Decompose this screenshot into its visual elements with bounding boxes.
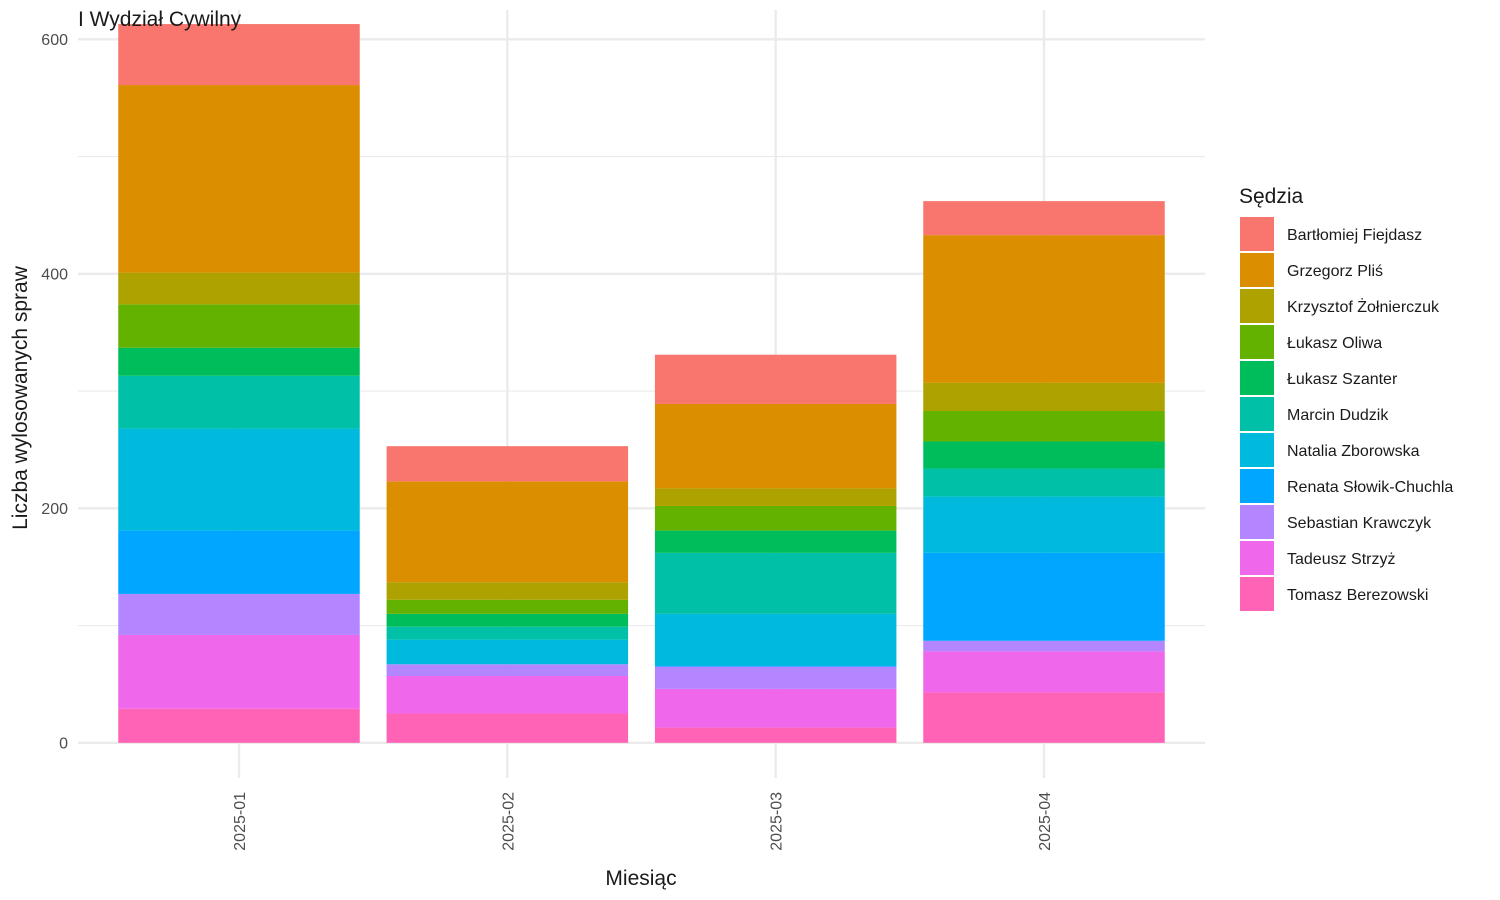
- bar-segment: [118, 428, 360, 531]
- bar-segment: [118, 375, 360, 429]
- legend-label: Tadeusz Strzyż: [1287, 551, 1395, 568]
- bar-segment: [118, 272, 360, 305]
- bar-segment: [386, 481, 629, 583]
- legend-label: Tomasz Berezowski: [1287, 587, 1428, 604]
- x-axis-ticks: 2025-01 2025-02 2025-03 2025-04: [232, 792, 1054, 851]
- x-axis-title: Miesiąc: [605, 867, 676, 890]
- bar-segment: [923, 468, 1165, 497]
- x-tick-label: 2025-02: [500, 792, 517, 851]
- y-tick-label: 600: [41, 32, 68, 49]
- legend-items: Bartłomiej Fiejdasz Grzegorz Pliś Krzyszto…: [1240, 217, 1453, 611]
- y-tick-label: 400: [41, 266, 68, 283]
- bar-segment: [118, 347, 360, 376]
- legend-key: [1240, 541, 1274, 575]
- legend-key: [1240, 505, 1274, 539]
- bar-segment: [386, 639, 629, 665]
- bar-segment: [923, 201, 1165, 236]
- bar-segment: [654, 530, 897, 553]
- bar-segment: [923, 411, 1165, 442]
- bar-segment: [654, 665, 897, 667]
- bar-segment: [923, 692, 1165, 743]
- bar-segment: [654, 488, 897, 506]
- bar-segment: [654, 688, 897, 728]
- legend-label: Krzysztof Żołnierczuk: [1287, 297, 1440, 316]
- bar-segment: [386, 613, 629, 627]
- x-tick-label: 2025-01: [232, 792, 249, 851]
- bar-segment: [386, 713, 629, 743]
- bar-segment: [923, 552, 1165, 641]
- bar-segment: [118, 530, 360, 594]
- bar-segment: [654, 354, 897, 404]
- bar-segment: [923, 441, 1165, 469]
- legend-key: [1240, 253, 1274, 287]
- x-tick-label: 2025-04: [1037, 792, 1054, 851]
- bar-segment: [923, 651, 1165, 693]
- bar-segment: [118, 708, 360, 743]
- y-tick-label: 200: [41, 501, 68, 518]
- bar-segment: [923, 382, 1165, 412]
- bar-segment: [118, 593, 360, 635]
- bar-segment: [654, 505, 897, 531]
- legend-key: [1240, 325, 1274, 359]
- y-tick-label: 0: [59, 735, 68, 752]
- bar-segment: [654, 666, 897, 689]
- legend-label: Łukasz Oliwa: [1287, 335, 1382, 352]
- bar-segment: [923, 640, 1165, 652]
- bar-segment: [118, 24, 360, 86]
- bar-segment: [386, 664, 629, 676]
- legend-label: Grzegorz Pliś: [1287, 263, 1383, 280]
- bar-segment: [386, 626, 629, 640]
- bar-segment: [118, 634, 360, 709]
- bar-segment: [923, 496, 1165, 553]
- bar-segment: [118, 304, 360, 348]
- legend-key: [1240, 217, 1274, 251]
- legend: Sędzia Bartłomiej Fiejdasz Grzegorz Pliś K…: [1239, 185, 1453, 611]
- legend-key: [1240, 577, 1274, 611]
- bar-segment: [386, 582, 629, 600]
- y-axis-ticks: 0 200 400 600: [41, 32, 68, 753]
- bar-segment: [386, 446, 629, 482]
- bar-segment: [654, 727, 897, 743]
- y-axis-title: Liczba wylosowanych spraw: [9, 265, 32, 530]
- legend-label: Renata Słowik-Chuchla: [1287, 479, 1453, 496]
- legend-label: Łukasz Szanter: [1287, 371, 1398, 388]
- legend-label: Marcin Dudzik: [1287, 407, 1389, 424]
- legend-key: [1240, 361, 1274, 395]
- legend-label: Bartłomiej Fiejdasz: [1287, 227, 1422, 244]
- legend-title: Sędzia: [1239, 185, 1304, 208]
- bar-segment: [654, 613, 897, 666]
- legend-label: Sebastian Krawczyk: [1287, 515, 1432, 532]
- legend-label: Natalia Zborowska: [1287, 443, 1420, 460]
- bars: [118, 24, 1165, 743]
- bar-segment: [386, 675, 629, 714]
- bar-segment: [654, 552, 897, 614]
- x-tick-label: 2025-03: [769, 792, 786, 851]
- legend-key: [1240, 397, 1274, 431]
- bar-segment: [118, 85, 360, 273]
- bar-segment: [386, 599, 629, 614]
- legend-key: [1240, 433, 1274, 467]
- bar-segment: [654, 403, 897, 489]
- legend-key: [1240, 469, 1274, 503]
- chart-title: I Wydział Cywilny: [78, 8, 242, 31]
- legend-key: [1240, 289, 1274, 323]
- bar-segment: [923, 235, 1165, 383]
